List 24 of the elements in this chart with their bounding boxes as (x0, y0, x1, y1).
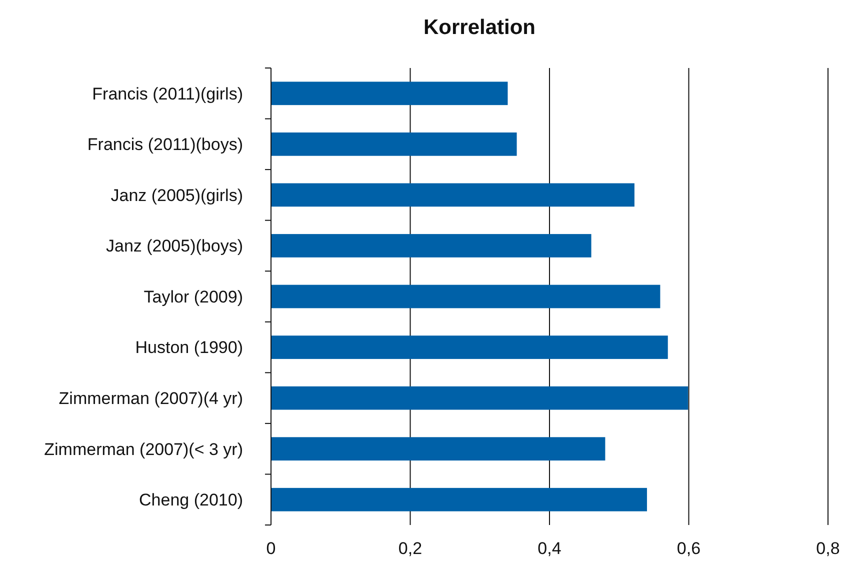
bar (271, 234, 592, 258)
bar (271, 284, 660, 308)
y-tick-label: Taylor (2009) (144, 287, 243, 306)
y-tick-label: Cheng (2010) (139, 490, 243, 510)
bar (271, 336, 668, 359)
x-tick-label: 0,4 (538, 539, 562, 558)
y-tick-label: Huston (1990) (135, 338, 243, 358)
y-tick-label: Francis (2011)(boys) (87, 135, 243, 154)
bar (271, 437, 606, 461)
y-tick-label: Janz (2005)(boys) (106, 236, 243, 256)
y-tick-label: Zimmerman (2007)(< 3 yr) (44, 440, 243, 459)
bar (271, 488, 647, 512)
chart-title: Korrelation (423, 16, 536, 39)
x-tick-label: 0 (266, 539, 276, 558)
x-tick-label: 0,2 (398, 539, 422, 558)
bar (271, 183, 634, 207)
x-tick-label: 0,6 (676, 539, 701, 558)
bar (271, 82, 508, 106)
bar (271, 386, 688, 410)
x-tick-label: 0,8 (816, 539, 840, 558)
bar (271, 132, 517, 156)
y-tick-label: Janz (2005)(girls) (110, 186, 243, 205)
y-tick-label: Francis (2011)(girls) (92, 84, 243, 104)
y-tick-label: Zimmerman (2007)(4 yr) (58, 389, 243, 408)
